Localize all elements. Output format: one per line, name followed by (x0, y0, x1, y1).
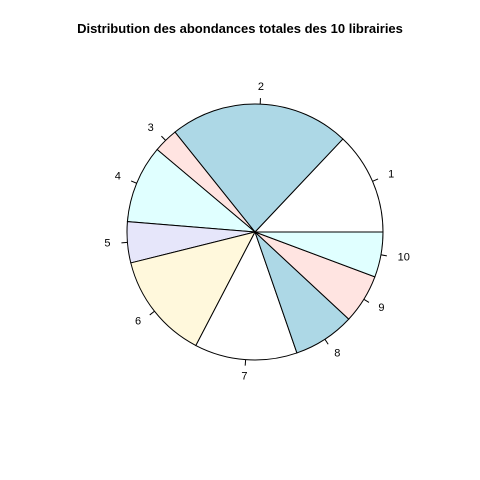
slice-ticks (121, 98, 387, 366)
slice-label-1: 1 (388, 169, 394, 181)
slice-label-8: 8 (334, 347, 340, 359)
slice-tick-10 (380, 254, 387, 257)
slice-label-10: 10 (398, 252, 410, 264)
slice-tick-8 (324, 338, 329, 345)
slice-label-6: 6 (135, 316, 141, 328)
slice-label-4: 4 (115, 171, 121, 183)
slice-labels: 1 2 3 4 5 6 7 8 9 10 (104, 81, 410, 382)
slice-label-2: 2 (258, 81, 264, 93)
slice-tick-9 (363, 298, 370, 303)
slice-label-7: 7 (241, 371, 247, 383)
slice-label-9: 9 (378, 302, 384, 314)
pie-slice-10 (254, 231, 384, 278)
slice-label-5: 5 (104, 238, 110, 250)
slice-label-3: 3 (148, 122, 154, 134)
slice-tick-6 (149, 310, 155, 316)
pie-slice-6 (130, 231, 256, 347)
pie-slice-7 (195, 230, 298, 361)
pie-slice-4 (126, 148, 257, 233)
pie-slice-1 (253, 138, 384, 233)
slice-tick-4 (130, 180, 137, 184)
pie-slices (126, 103, 384, 361)
chart-title: Distribution des abondances totales des … (77, 21, 403, 36)
slice-tick-3 (161, 135, 166, 141)
slice-tick-1 (372, 178, 379, 182)
